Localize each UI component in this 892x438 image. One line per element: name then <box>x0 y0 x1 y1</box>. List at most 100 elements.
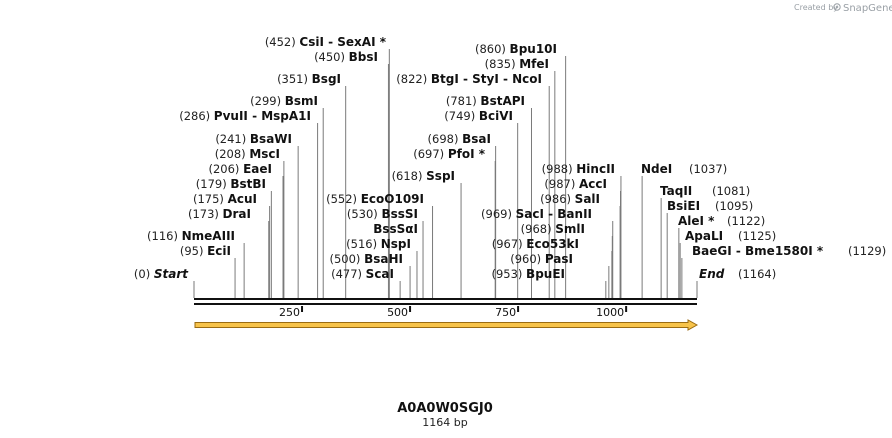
feature-arrow[interactable] <box>194 319 699 331</box>
sequence-backbone <box>194 298 697 305</box>
site-label-sites_mid-7[interactable]: (618) SspI <box>392 169 455 183</box>
site-label-sites_far-0[interactable]: NdeI <box>641 162 672 176</box>
site-label-sites_mid-11[interactable]: (516) NspI <box>346 237 411 251</box>
site-label-sites_right-3[interactable]: (969) SacI - BanII <box>481 207 592 221</box>
site-label-sites_left-2[interactable]: (351) BsgI <box>277 72 341 86</box>
site-label-sites_mid-12[interactable]: (500) BsaHI <box>330 252 404 266</box>
end-name: End <box>699 267 725 281</box>
site-enzyme-name: BstAPI <box>480 94 525 108</box>
site-position: (351) <box>277 72 308 86</box>
site-enzyme-name: EcoO109I <box>361 192 424 206</box>
site-label-sites_far-2[interactable]: BsiEI <box>667 199 700 213</box>
site-label-sites_far-5[interactable]: BaeGI - Bme1580I * <box>692 244 824 258</box>
site-label-sites_left-11[interactable]: (116) NmeAIII <box>147 229 235 243</box>
site-label-sites_mid-2[interactable]: (822) BtgI - StyI - NcoI <box>396 72 542 86</box>
site-position: (450) <box>314 50 345 64</box>
site-enzyme-name: AleI * <box>678 214 715 228</box>
feature-arrow-shape[interactable] <box>194 319 699 331</box>
site-position: (173) <box>188 207 219 221</box>
site-label-sites_right-6[interactable]: (960) PasI <box>510 252 573 266</box>
site-position-sites_far-5: (1129) <box>848 244 886 258</box>
site-enzyme-name: EciI <box>207 244 231 258</box>
site-label-sites_mid-8[interactable]: (552) EcoO109I <box>326 192 424 206</box>
site-enzyme-name: NdeI <box>641 162 672 176</box>
site-enzyme-name: BtgI - StyI - NcoI <box>431 72 542 86</box>
end-label: End <box>699 267 725 281</box>
site-position: (953) <box>491 267 522 281</box>
site-position-sites_far-3: (1122) <box>727 214 765 228</box>
site-position: (698) <box>428 132 459 146</box>
site-enzyme-name: AcuI <box>228 192 257 206</box>
site-label-sites_far-3[interactable]: AleI * <box>678 214 715 228</box>
credit-brand: SnapGene <box>843 3 892 14</box>
site-label-sites_mid-9[interactable]: (530) BssSI <box>347 207 418 221</box>
site-position: (206) <box>209 162 240 176</box>
site-label-sites_mid-6[interactable]: (697) PfoI * <box>413 147 485 161</box>
start-position: (0) <box>134 267 150 281</box>
site-label-sites_mid-5[interactable]: (698) BsaI <box>428 132 491 146</box>
ruler-tick-label: 750 <box>495 306 516 319</box>
site-label-sites_far-1[interactable]: TaqII <box>660 184 692 198</box>
site-label-sites_right-2[interactable]: (986) SalI <box>540 192 600 206</box>
site-position: (116) <box>147 229 178 243</box>
site-label-sites_left-10[interactable]: (173) DraI <box>188 207 251 221</box>
site-enzyme-name: DraI <box>223 207 251 221</box>
site-position: (477) <box>331 267 362 281</box>
site-label-sites_mid-13[interactable]: (477) ScaI <box>331 267 394 281</box>
site-enzyme-name: BsaI <box>462 132 491 146</box>
site-label-sites_left-6[interactable]: (208) MscI <box>215 147 280 161</box>
site-position: (175) <box>193 192 224 206</box>
site-enzyme-name: ApaLI <box>685 229 723 243</box>
site-label-sites_right-5[interactable]: (967) Eco53kI <box>492 237 579 251</box>
site-label-sites_mid-0[interactable]: (860) Bpu10I <box>475 42 557 56</box>
sequence-name: A0A0W0SGJ0 <box>397 401 493 416</box>
site-enzyme-name: BciVI <box>479 109 513 123</box>
site-position: (822) <box>396 72 427 86</box>
site-label-sites_left-4[interactable]: (286) PvuII - MspA1I <box>179 109 311 123</box>
site-position-sites_far-0: (1037) <box>689 162 727 176</box>
site-label-sites_left-8[interactable]: (179) BstBI <box>196 177 266 191</box>
site-position: (618) <box>392 169 423 183</box>
site-label-sites_right-0[interactable]: (988) HincII <box>542 162 615 176</box>
credit-created-by: Created by <box>794 3 838 12</box>
site-label-sites_far-4[interactable]: ApaLI <box>685 229 723 243</box>
ruler-tick-label: 500 <box>387 306 408 319</box>
site-label-sites_mid-4[interactable]: (749) BciVI <box>444 109 513 123</box>
site-label-sites_left-12[interactable]: (95) EciI <box>180 244 231 258</box>
site-enzyme-name: SalI <box>575 192 600 206</box>
site-enzyme-name: BsaHI <box>364 252 403 266</box>
ruler-ticks: 250 500 750 1000 <box>279 306 628 319</box>
sequence-length: 1164 bp <box>422 416 467 429</box>
site-label-sites_mid-3[interactable]: (781) BstAPI <box>446 94 525 108</box>
site-label-sites_left-0[interactable]: (452) CsiI - SexAI * <box>265 35 387 49</box>
site-label-sites_left-9[interactable]: (175) AcuI <box>193 192 257 206</box>
site-enzyme-name: BsgI <box>312 72 341 86</box>
site-label-sites_left-1[interactable]: (450) BbsI <box>314 50 378 64</box>
site-label-sites_left-7[interactable]: (206) EaeI <box>209 162 273 176</box>
site-position: (452) <box>265 35 296 49</box>
site-enzyme-name: BsiEI <box>667 199 700 213</box>
site-label-sites_right-4[interactable]: (968) SmlI <box>521 222 585 236</box>
site-position: (500) <box>330 252 361 266</box>
site-enzyme-name: AccI <box>579 177 607 191</box>
site-label-sites_left-3[interactable]: (299) BsmI <box>250 94 318 108</box>
site-enzyme-name: ScaI <box>366 267 394 281</box>
ruler-tick-label: 250 <box>279 306 300 319</box>
site-label-sites_right-7[interactable]: (953) BpuEI <box>491 267 565 281</box>
site-label-sites_right-1[interactable]: (987) AccI <box>544 177 607 191</box>
snapgene-credit: Created by SnapGene <box>794 3 892 14</box>
site-position: (286) <box>179 109 210 123</box>
site-label-sites_mid-10[interactable]: BssSαI <box>373 222 418 236</box>
site-position: (835) <box>485 57 516 71</box>
site-label-sites_left-5[interactable]: (241) BsaWI <box>215 132 292 146</box>
site-position: (208) <box>215 147 246 161</box>
site-position: (241) <box>215 132 246 146</box>
site-label-sites_mid-1[interactable]: (835) MfeI <box>485 57 549 71</box>
site-position: (986) <box>540 192 571 206</box>
site-position: (552) <box>326 192 357 206</box>
site-enzyme-name: EaeI <box>243 162 272 176</box>
site-enzyme-name: Eco53kI <box>526 237 579 251</box>
site-enzyme-name: BsaWI <box>250 132 292 146</box>
site-enzyme-name: NspI <box>381 237 411 251</box>
